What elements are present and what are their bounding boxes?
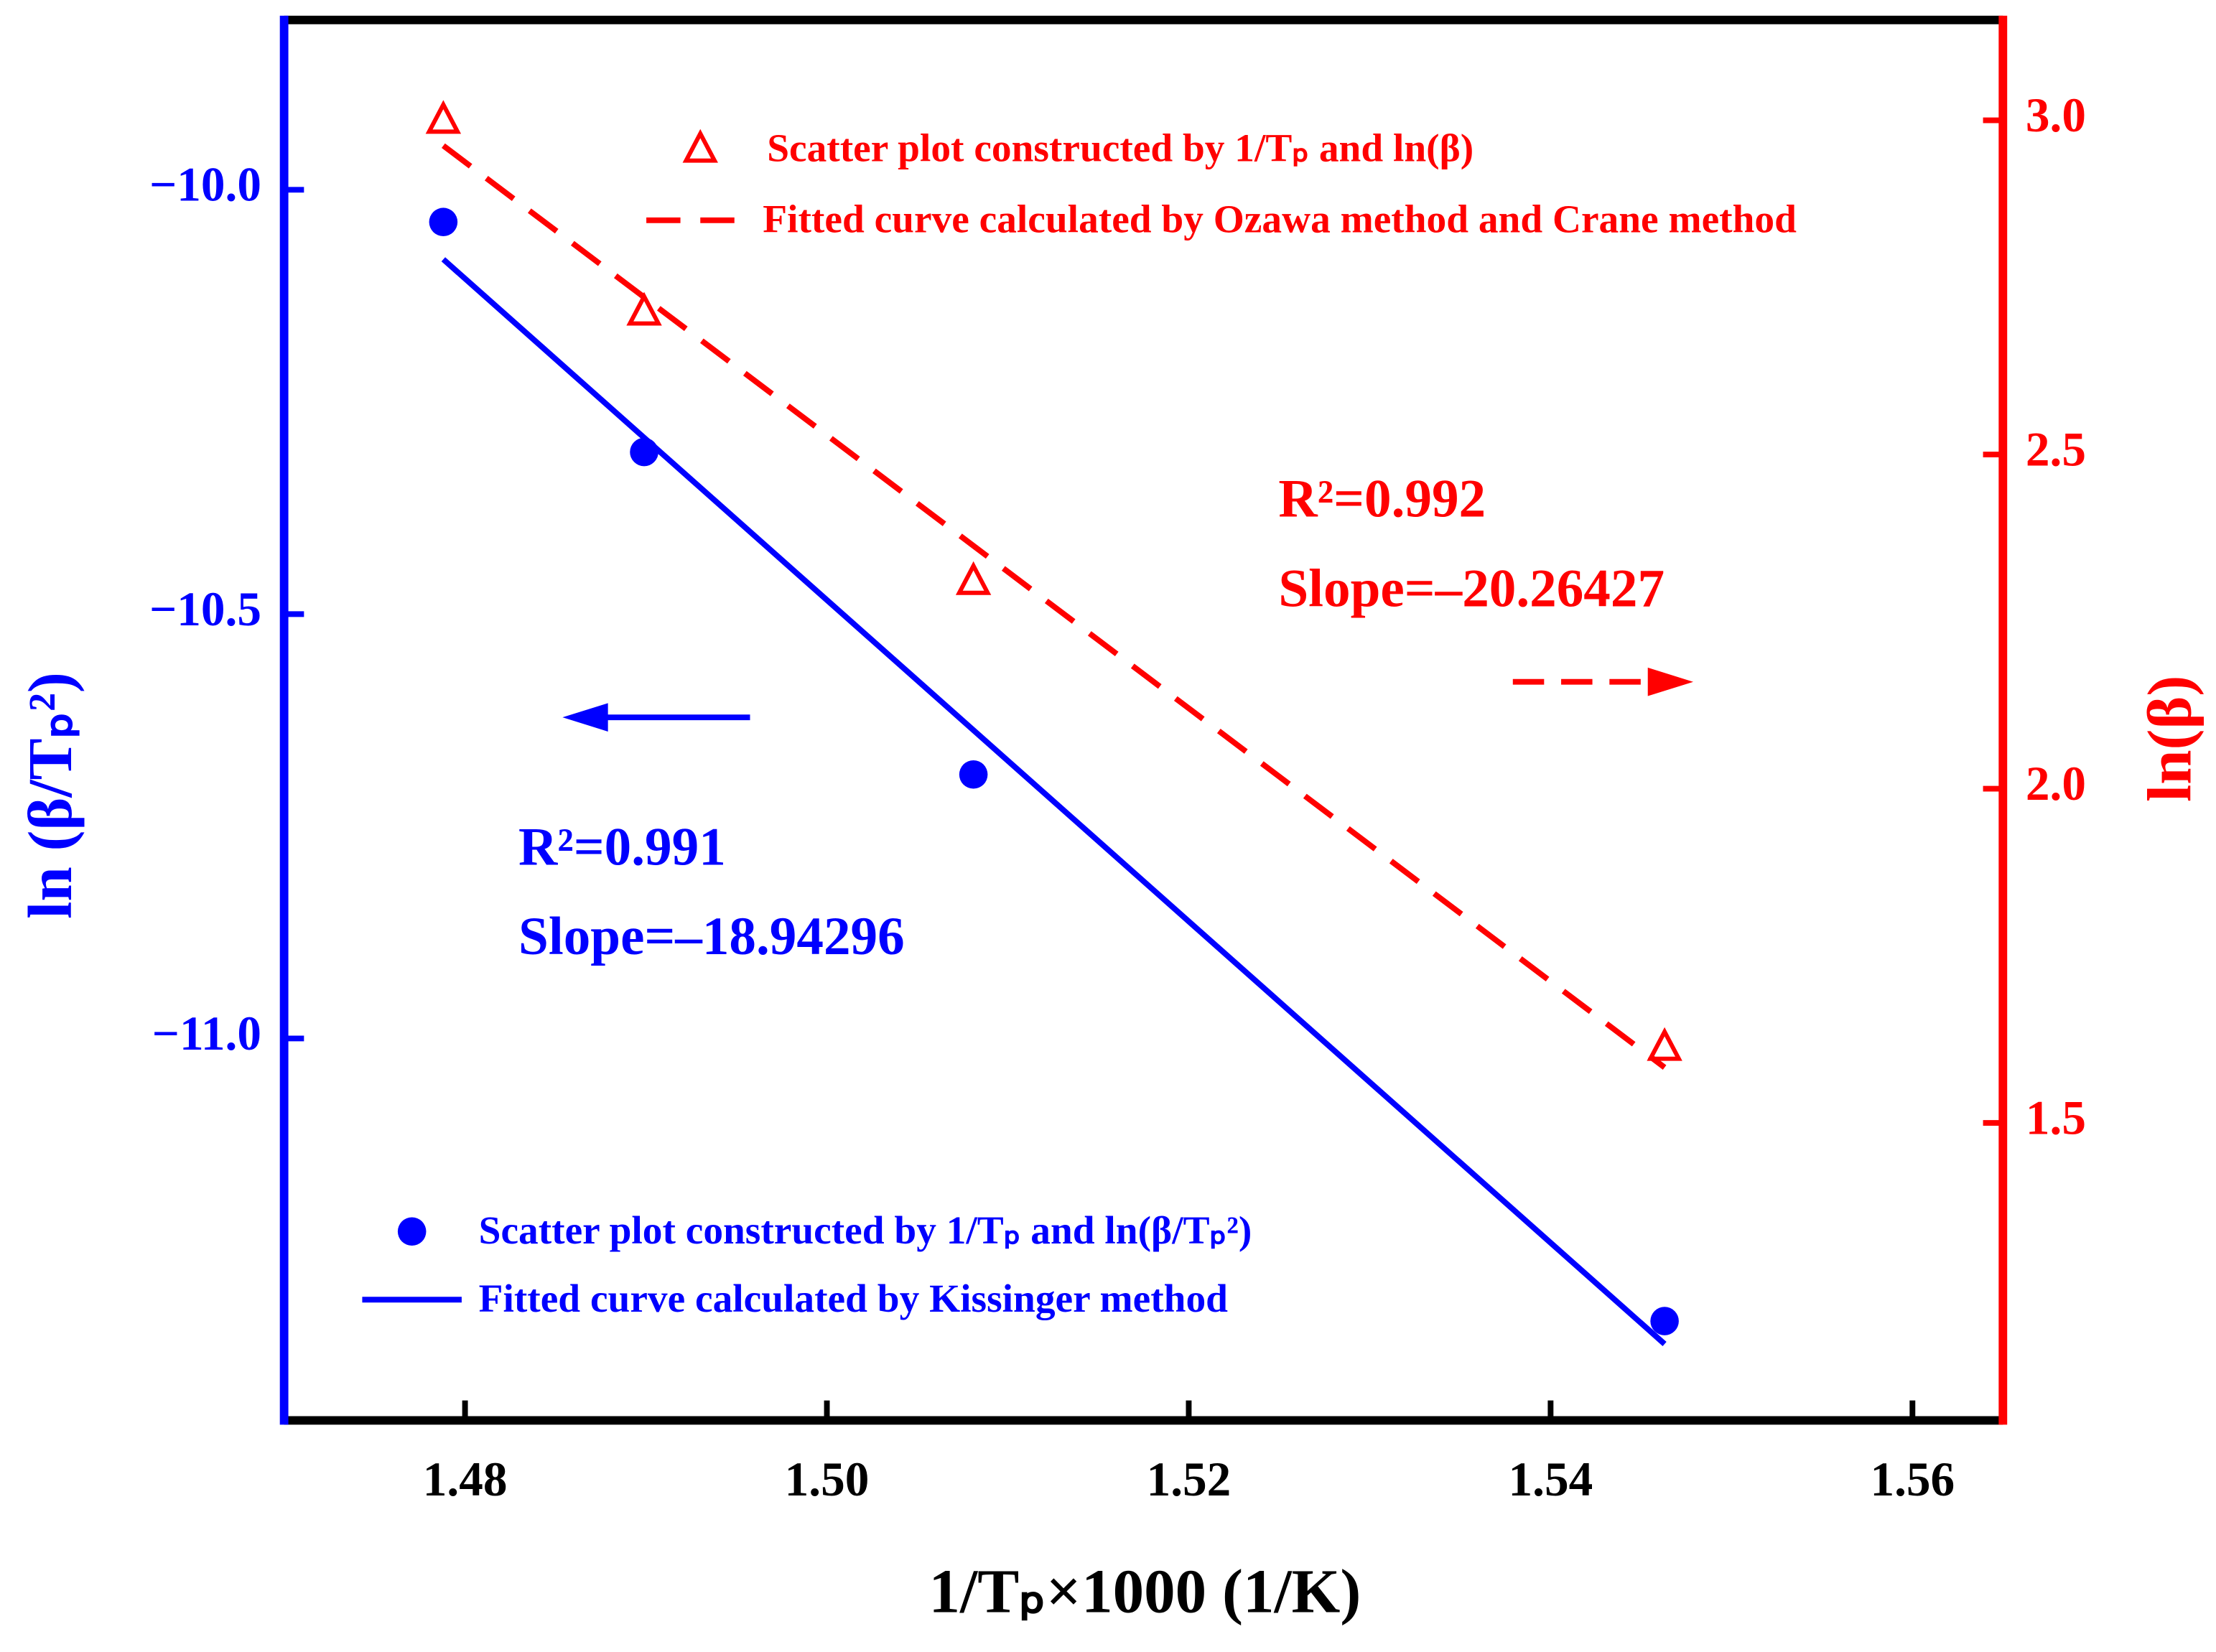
circle-point <box>959 760 988 789</box>
x-tick-label: 1.56 <box>1870 1452 1955 1506</box>
y2-axis-title: ln(β) <box>2135 676 2205 802</box>
y2-tick-label: 1.5 <box>2026 1091 2086 1145</box>
y-tick-label: −10.0 <box>149 158 261 212</box>
fit-line <box>441 143 1667 1070</box>
y-tick-label: −10.5 <box>149 582 261 636</box>
legend-marker <box>682 129 718 163</box>
fit-line <box>441 257 1667 1346</box>
x-axis-title: 1/Tₚ×1000 (1/K) <box>929 1557 1361 1626</box>
y2-tick-label: 2.5 <box>2026 422 2086 476</box>
circle-point <box>630 437 658 467</box>
arrow-head <box>562 703 608 732</box>
annotation: Slope=–18.94296 <box>518 907 905 966</box>
legend-marker <box>397 1217 427 1246</box>
triangle-point <box>626 291 662 326</box>
legend-label: Fitted curve calculated by Kissinger met… <box>479 1277 1229 1320</box>
legend-label: Fitted curve calculated by Ozawa method … <box>763 197 1797 241</box>
x-tick-label: 1.54 <box>1509 1452 1593 1506</box>
x-tick-label: 1.52 <box>1147 1452 1232 1506</box>
y2-tick-label: 2.0 <box>2026 757 2086 811</box>
annotation: R²=0.991 <box>518 817 726 877</box>
x-tick-label: 1.50 <box>785 1452 870 1506</box>
legend-label: Scatter plot constructed by 1/Tₚ and ln(… <box>479 1208 1252 1252</box>
y2-tick-label: 3.0 <box>2026 88 2086 142</box>
y-axis-title: ln (β/Tₚ²) <box>15 672 85 919</box>
legend-label: Scatter plot constructed by 1/Tₚ and ln(… <box>767 126 1474 170</box>
circle-point <box>429 207 458 236</box>
triangle-point <box>955 561 992 595</box>
x-tick-label: 1.48 <box>423 1452 508 1506</box>
circle-point <box>1650 1307 1679 1335</box>
arrow-head <box>1647 667 1694 696</box>
y-tick-label: −11.0 <box>152 1007 261 1060</box>
triangle-point <box>425 100 462 134</box>
annotation: Slope=–20.26427 <box>1278 559 1665 618</box>
annotation: R²=0.992 <box>1278 470 1486 529</box>
triangle-point <box>1647 1027 1682 1061</box>
